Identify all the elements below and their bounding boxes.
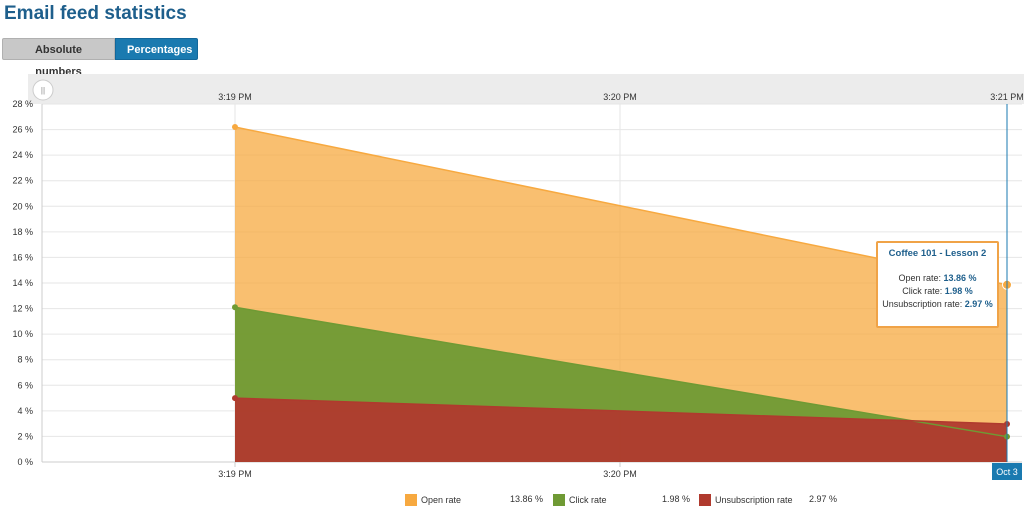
unsubscription-rate-area [235, 398, 1007, 462]
crosshair-date-text: Oct 3 [996, 467, 1018, 477]
y-tick-label: 4 % [17, 406, 33, 416]
y-tick-label: 18 % [12, 227, 33, 237]
click-rate-line [234, 306, 1008, 438]
tooltip-click-rate: Click rate: 1.98 % [902, 286, 973, 296]
tooltip-open-rate: Open rate: 13.86 % [898, 273, 977, 283]
legend-item-click-rate[interactable]: Click rate 1.98 % [553, 494, 690, 506]
crosshair-date-label [992, 463, 1022, 480]
y-tick-label: 16 % [12, 252, 33, 262]
top-x-tick-label: 3:19 PM [218, 92, 252, 102]
y-tick-label: 6 % [17, 380, 33, 390]
legend-swatch [553, 494, 565, 506]
tooltip: Coffee 101 - Lesson 2 Open rate: 13.86 %… [876, 241, 999, 328]
y-tick-label: 28 % [12, 99, 33, 109]
unsubscription-rate-line [234, 397, 1008, 425]
chart: || 0 % 2 % 4 % 6 % 8 % 10 % 12 % 14 % 16 % 18 % 20 … [12, 74, 1024, 480]
data-point [232, 395, 238, 402]
range-handle-glyph: || [41, 86, 45, 95]
y-tick-label: 0 % [17, 457, 33, 467]
y-tick-label: 8 % [17, 355, 33, 365]
y-tick-label: 2 % [17, 431, 33, 441]
legend-swatch [699, 494, 711, 506]
y-tick-label: 14 % [12, 278, 33, 288]
tooltip-unsub-rate: Unsubscription rate: 2.97 % [882, 299, 993, 309]
legend-item-open-rate[interactable]: Open rate 13.86 % [405, 494, 543, 506]
y-tick-label: 26 % [12, 125, 33, 135]
legend-item-unsubscription-rate[interactable]: Unsubscription rate 2.97 % [699, 494, 837, 506]
top-x-tick-label: 3:20 PM [603, 92, 637, 102]
data-point [232, 304, 238, 311]
data-point [232, 124, 238, 131]
navigator-band [28, 74, 1024, 104]
percentages-button[interactable]: Percentages [115, 38, 198, 60]
view-toggle: Absolute numbers Percentages [2, 38, 198, 78]
y-tick-label: 12 % [12, 304, 33, 314]
legend-swatch [405, 494, 417, 506]
y-tick-label: 10 % [12, 329, 33, 339]
y-tick-label: 20 % [12, 201, 33, 211]
y-tick-label: 22 % [12, 176, 33, 186]
range-handle[interactable] [32, 79, 54, 101]
top-x-tick-label: 3:21 PM [990, 92, 1024, 102]
x-tick-label: 3:20 PM [603, 469, 637, 479]
absolute-numbers-button[interactable]: Absolute numbers [2, 38, 115, 78]
y-tick-label: 24 % [12, 150, 33, 160]
x-tick-label: 3:19 PM [218, 469, 252, 479]
page-title: Email feed statistics [4, 3, 187, 24]
tooltip-title: Coffee 101 - Lesson 2 [888, 248, 987, 259]
